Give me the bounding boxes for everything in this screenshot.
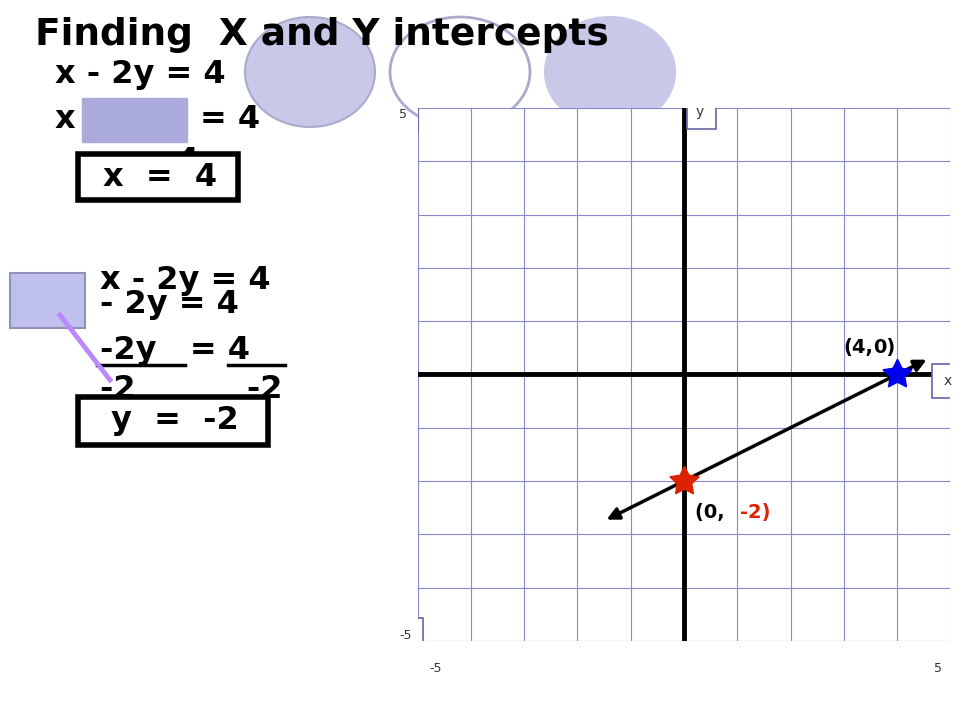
Text: (4,: (4,: [844, 338, 874, 357]
FancyBboxPatch shape: [10, 273, 85, 328]
Ellipse shape: [245, 17, 375, 127]
Text: = 4: = 4: [200, 104, 260, 135]
Text: x - 2y = 4: x - 2y = 4: [55, 60, 226, 91]
Text: x  =  4: x = 4: [103, 161, 217, 192]
Text: -5: -5: [399, 629, 412, 642]
Text: - 2y = 4: - 2y = 4: [100, 289, 239, 320]
FancyBboxPatch shape: [924, 652, 953, 685]
Text: -2y   = 4: -2y = 4: [100, 335, 250, 366]
FancyBboxPatch shape: [388, 97, 418, 132]
FancyBboxPatch shape: [388, 618, 423, 652]
FancyBboxPatch shape: [82, 98, 187, 142]
FancyBboxPatch shape: [78, 154, 238, 200]
Text: x: x: [55, 104, 76, 135]
Text: x - 2y = 4: x - 2y = 4: [100, 264, 271, 295]
Text: 0): 0): [874, 338, 896, 357]
FancyBboxPatch shape: [932, 364, 960, 398]
Text: y: y: [696, 105, 704, 120]
FancyBboxPatch shape: [686, 95, 716, 130]
Text: 5: 5: [934, 662, 942, 675]
Text: x  =  4: x = 4: [85, 146, 199, 178]
Text: -2          -2: -2 -2: [100, 374, 282, 405]
Text: -2): -2): [740, 503, 771, 523]
Text: x: x: [944, 374, 952, 388]
FancyBboxPatch shape: [418, 652, 452, 685]
Text: Finding  X and Y intercepts: Finding X and Y intercepts: [35, 17, 609, 53]
FancyBboxPatch shape: [78, 397, 268, 445]
Text: 5: 5: [399, 109, 407, 122]
Ellipse shape: [390, 17, 530, 127]
Text: y  =  -2: y = -2: [111, 405, 239, 436]
Text: (0,: (0,: [695, 503, 731, 523]
Ellipse shape: [545, 17, 675, 127]
Text: -5: -5: [429, 662, 442, 675]
